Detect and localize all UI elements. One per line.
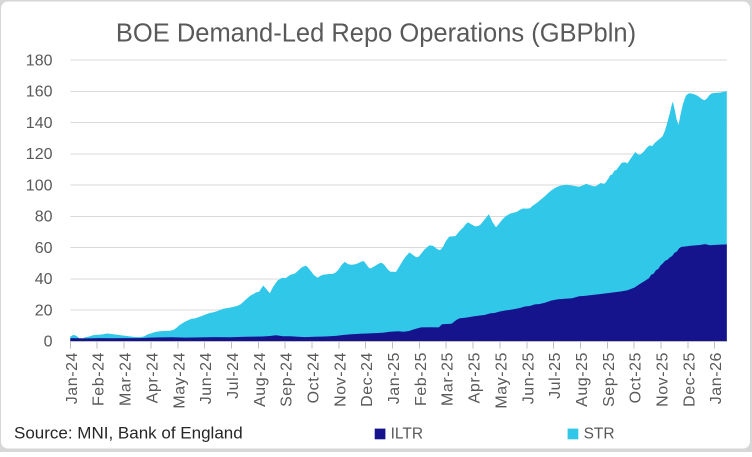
svg-text:Feb-24: Feb-24 bbox=[91, 352, 108, 406]
svg-text:Source: MNI, Bank of England: Source: MNI, Bank of England bbox=[14, 424, 243, 443]
svg-text:60: 60 bbox=[35, 240, 53, 257]
svg-text:Jan-26: Jan-26 bbox=[708, 352, 725, 404]
svg-text:Jun-25: Jun-25 bbox=[520, 352, 537, 404]
svg-text:ILTR: ILTR bbox=[391, 426, 423, 443]
svg-text:Nov-24: Nov-24 bbox=[332, 352, 349, 407]
svg-text:Feb-25: Feb-25 bbox=[413, 352, 430, 406]
svg-text:120: 120 bbox=[26, 146, 53, 163]
svg-text:140: 140 bbox=[26, 115, 53, 132]
svg-text:Sep-24: Sep-24 bbox=[279, 352, 296, 407]
svg-text:Sep-25: Sep-25 bbox=[601, 352, 618, 407]
svg-text:Mar-24: Mar-24 bbox=[118, 352, 135, 406]
svg-text:0: 0 bbox=[44, 334, 53, 351]
svg-text:80: 80 bbox=[35, 209, 53, 226]
svg-text:Apr-24: Apr-24 bbox=[144, 352, 161, 403]
svg-text:Mar-25: Mar-25 bbox=[440, 352, 457, 406]
svg-text:100: 100 bbox=[26, 177, 53, 194]
svg-text:Oct-25: Oct-25 bbox=[628, 352, 645, 403]
svg-text:Dec-24: Dec-24 bbox=[359, 352, 376, 407]
svg-text:160: 160 bbox=[26, 84, 53, 101]
svg-text:Oct-24: Oct-24 bbox=[306, 352, 323, 403]
svg-text:Jul-25: Jul-25 bbox=[547, 352, 564, 399]
svg-text:Aug-25: Aug-25 bbox=[574, 352, 591, 407]
svg-text:Jun-24: Jun-24 bbox=[198, 352, 215, 404]
svg-text:Jan-25: Jan-25 bbox=[386, 352, 403, 404]
svg-text:40: 40 bbox=[35, 271, 53, 288]
svg-text:Jan-24: Jan-24 bbox=[64, 352, 81, 404]
svg-text:Jul-24: Jul-24 bbox=[225, 352, 242, 399]
svg-text:May-25: May-25 bbox=[493, 352, 510, 409]
svg-text:STR: STR bbox=[584, 426, 615, 443]
svg-text:May-24: May-24 bbox=[171, 352, 188, 409]
svg-text:Apr-25: Apr-25 bbox=[467, 352, 484, 403]
svg-text:Dec-25: Dec-25 bbox=[681, 352, 698, 407]
svg-text:BOE Demand-Led Repo Operations: BOE Demand-Led Repo Operations (GBPbln) bbox=[116, 20, 636, 48]
svg-text:20: 20 bbox=[35, 302, 53, 319]
svg-text:180: 180 bbox=[26, 52, 53, 69]
svg-text:Aug-24: Aug-24 bbox=[252, 352, 269, 407]
svg-text:Nov-25: Nov-25 bbox=[655, 352, 672, 407]
